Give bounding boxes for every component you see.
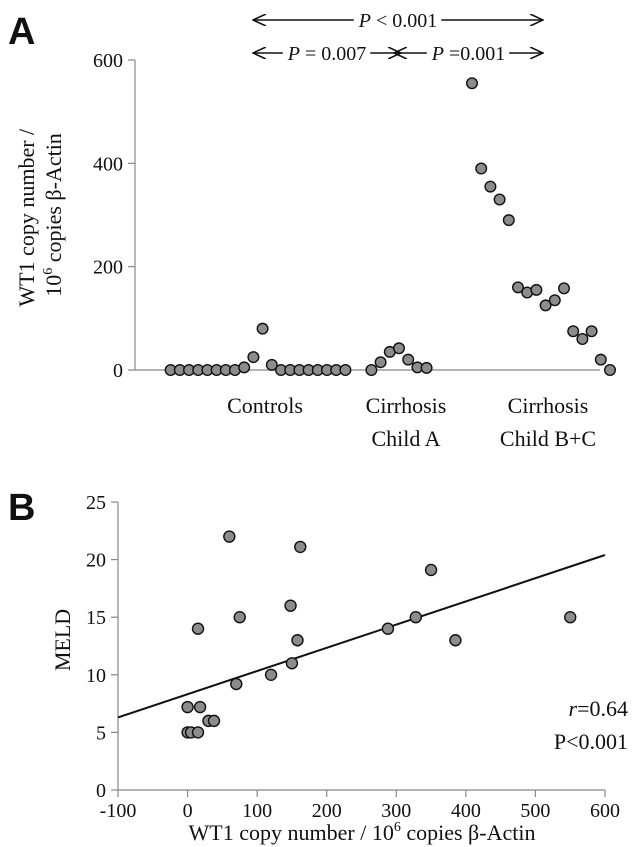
panel-a-point (567, 325, 580, 338)
panel-a-point (265, 358, 278, 371)
panel-a-group-label: Controls (227, 393, 303, 418)
panel-b-point (291, 634, 304, 647)
panel-a-y-tick-label: 200 (93, 257, 123, 279)
panel-a-y-axis-label-superscript: 6 (41, 268, 56, 275)
panel-b-y-tick-label: 5 (96, 722, 106, 744)
panel-b-x-tick-label: 0 (183, 800, 193, 822)
panel-b-point (181, 700, 194, 714)
panel-b-point (191, 726, 205, 739)
panel-a-point (256, 322, 269, 335)
panel-a-point (530, 283, 543, 296)
panel-a-point (512, 281, 525, 294)
panel-b-y-tick-label: 25 (86, 492, 106, 514)
panel-b-point (230, 677, 243, 691)
panel-b-x-tick-label: 100 (242, 800, 272, 822)
panel-a-group-label: Cirrhosis (366, 393, 447, 418)
panel-a-comparison-label-background (282, 43, 371, 65)
panel-a-point (558, 282, 571, 295)
panel-b-x-tick-label: 300 (381, 800, 411, 822)
panel-a-comparison-label-background (353, 10, 442, 32)
panel-b-point (449, 634, 462, 647)
panel-a-y-axis-label-line1: WT1 copy number / (14, 128, 39, 307)
panel-b-point (424, 563, 438, 577)
panel-b-y-tick-label: 0 (96, 780, 106, 802)
correlation-r-annotation: r=0.64 (569, 696, 628, 721)
panel-b-point (233, 611, 246, 624)
panel-b-x-tick-label: 400 (451, 800, 481, 822)
panel-b-y-axis-label: MELD (50, 609, 75, 671)
panel-a-point (466, 77, 479, 90)
panel-a-point (484, 180, 497, 193)
panel-b-x-tick-label: 500 (520, 800, 550, 822)
panel-a-point (604, 364, 617, 377)
panel-b-point (193, 700, 207, 714)
regression-line (117, 554, 606, 719)
panel-a-point (402, 353, 415, 366)
panel-b-y-tick-label: 10 (86, 665, 106, 687)
panel-a-y-axis-label: WT1 copy number / 106 copies β-Actin (14, 123, 66, 306)
panel-a-comparison-label: P < 0.001 (358, 10, 438, 32)
panel-b-point (294, 540, 307, 554)
panel-a-y-tick-label: 0 (113, 360, 123, 382)
panel-b-point (381, 622, 395, 635)
panel-a-comparison-label: P =0.001 (431, 43, 506, 65)
panel-a-point (576, 333, 589, 346)
panel-b-x-tick-label: -100 (100, 800, 137, 822)
panel-b-point (223, 530, 236, 543)
panel-a-group-label: Child B+C (500, 426, 596, 451)
panel-a-y-axis-label-line2: 10 (41, 275, 66, 297)
panel-a-point (238, 361, 251, 374)
panel-b-x-axis-label: WT1 copy number / 106 copies β-Actin (189, 820, 536, 845)
panel-b-point (409, 611, 422, 624)
panel-a-point (548, 294, 561, 307)
panel-a-comparison-label: P = 0.007 (287, 43, 367, 65)
panel-a-point (502, 214, 515, 227)
panel-b-point (285, 657, 299, 670)
panel-a-group-label: Child A (371, 426, 440, 451)
panel-a-comparison-label-background (426, 43, 510, 65)
panel-a-point (374, 356, 387, 369)
panel-a-point (247, 351, 260, 364)
panel-b-point (191, 622, 205, 635)
panel-a-point (475, 162, 488, 175)
panel-b-y-tick-label: 20 (86, 550, 106, 572)
panel-b-x-tick-label: 600 (590, 800, 620, 822)
panel-a-point (539, 299, 552, 312)
panel-a-point (339, 364, 352, 377)
panel-a-point (594, 353, 607, 366)
panel-a-y-tick-label: 600 (93, 50, 123, 72)
panel-a-point (365, 364, 378, 377)
panel-a-y-tick-label: 400 (93, 153, 123, 175)
panel-b-point (564, 611, 577, 624)
panel-b-x-axis-label-superscript: 6 (394, 820, 401, 835)
panel-a-point (393, 342, 406, 355)
panel-b-point (284, 599, 297, 612)
panel-b-label: B (8, 487, 35, 529)
panel-b-point (207, 714, 221, 728)
panel-a-label: A (8, 11, 35, 53)
panel-a-y-axis-label-line2-end: copies β-Actin (41, 133, 66, 268)
panel-a-point (585, 325, 598, 338)
panel-b-x-tick-label: 200 (312, 800, 342, 822)
panel-a-group-label: Cirrhosis (508, 393, 589, 418)
panel-b-y-tick-label: 15 (86, 607, 106, 629)
panel-a-point (493, 193, 506, 206)
panel-a-point (420, 361, 433, 374)
correlation-p-annotation: P<0.001 (554, 729, 628, 754)
panel-b-point (264, 668, 278, 681)
